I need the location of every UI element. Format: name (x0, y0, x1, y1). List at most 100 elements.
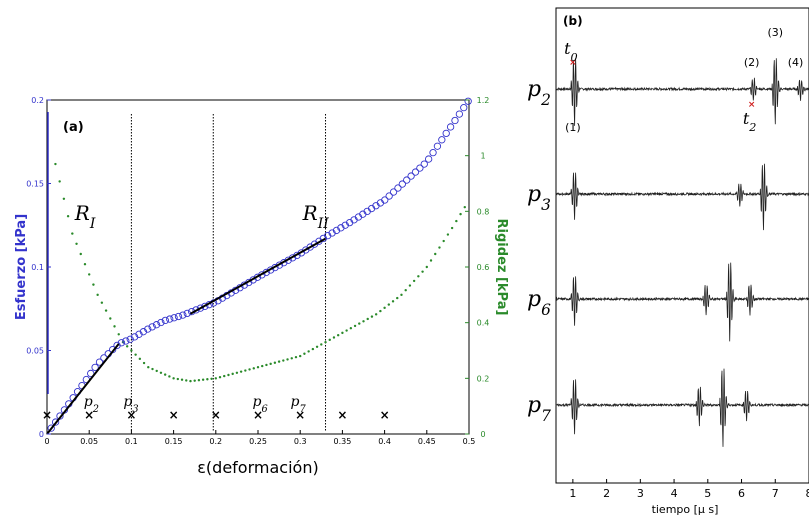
stress-point (464, 97, 472, 105)
stiffness-point (125, 345, 129, 348)
left-y-axis-label: Esfuerzo [kPa] (14, 214, 29, 320)
stiffness-point (62, 197, 66, 201)
right-y-tick-label: 0 (480, 430, 485, 439)
stiffness-point (168, 375, 171, 378)
stiffness-point (142, 361, 146, 365)
sensor-mark: × (380, 408, 390, 422)
stiffness-point (286, 358, 289, 361)
fit-line (189, 237, 327, 315)
stress-point (455, 110, 464, 118)
right-y-tick-label: 0.4 (477, 319, 490, 328)
stiffness-series (54, 162, 466, 383)
event-label: (2) (744, 56, 760, 69)
stiffness-point (459, 212, 462, 216)
stiffness-point (324, 340, 327, 344)
stiffness-point (138, 357, 142, 361)
stiffness-point (231, 372, 234, 376)
stiffness-point (134, 353, 137, 356)
stress-point (407, 172, 415, 180)
stress-point (420, 160, 428, 168)
stress-point (411, 168, 420, 176)
trace-names: p2 p3 p6 p7 (527, 77, 551, 425)
stiffness-point (383, 306, 386, 310)
stiffness-point (320, 343, 323, 346)
right-y-tick-label: 0.2 (477, 374, 490, 383)
stiffness-point (96, 293, 99, 297)
stiffness-point (408, 284, 412, 287)
stiffness-point (79, 252, 82, 256)
stiffness-point (92, 283, 95, 286)
panel-a: (a) × × × × × × × × × 0 0.05 0.1 0.15 0.2 0.25 0.3 0.35… (14, 96, 509, 477)
left-y-ticks: 0 0.05 0.1 0.15 0.2 (26, 96, 51, 439)
stiffness-point (201, 378, 205, 381)
event-label: (4) (788, 56, 804, 69)
b-x-tick-label: 7 (772, 487, 779, 500)
trace-p2 (555, 58, 809, 126)
stiffness-point (58, 180, 61, 183)
stress-point (174, 312, 183, 321)
stiffness-point (412, 279, 416, 283)
left-y-tick-label: 0.2 (31, 96, 44, 105)
event-label: (1) (565, 121, 581, 134)
stiffness-point (193, 379, 196, 382)
stiffness-point (290, 357, 293, 360)
trace-name: p2 (527, 77, 551, 109)
stress-point (433, 142, 442, 150)
stiffness-point (75, 242, 78, 246)
stiffness-point (446, 233, 450, 236)
x-tick-label: 0.25 (249, 437, 267, 446)
sensor-mark: × (42, 408, 52, 422)
x-tick-label: 0.2 (209, 437, 222, 446)
sensor-label: p3 (123, 394, 138, 415)
stiffness-point (358, 322, 361, 325)
stiffness-point (370, 315, 374, 318)
stiffness-point (332, 336, 336, 339)
stress-point (460, 104, 468, 112)
sensor-labels: p2 p3 p6 p7 (84, 394, 307, 415)
stress-point (394, 184, 402, 192)
panel-b-frame (555, 7, 809, 484)
stiffness-point (421, 270, 424, 273)
b-x-tick-label: 6 (738, 487, 745, 500)
sensor-mark: × (84, 408, 94, 422)
stiffness-point (185, 379, 188, 382)
stiffness-point (66, 215, 70, 218)
sensor-label: p6 (253, 394, 268, 415)
stiffness-point (54, 162, 57, 166)
right-y-tick-label: 1 (480, 152, 485, 161)
stress-point (442, 129, 450, 138)
stress-point (438, 136, 446, 144)
sensor-mark: × (337, 408, 347, 422)
time-marker-label: t0 (564, 39, 578, 64)
sensor-marks: × × × × × × × × × (42, 408, 390, 422)
stress-point (47, 424, 55, 432)
stress-point (429, 148, 437, 157)
stress-point (425, 155, 433, 163)
sensor-mark: × (126, 408, 136, 422)
stiffness-point (353, 324, 357, 328)
stiffness-point (362, 320, 365, 323)
event-labels: (1) (2) (3) (4) (565, 26, 803, 134)
b-x-tick-label: 1 (569, 487, 576, 500)
trace-name: p7 (527, 393, 551, 425)
trace-name: p3 (527, 182, 551, 214)
stiffness-point (366, 317, 369, 321)
stiffness-point (248, 368, 251, 371)
stiffness-point (159, 371, 163, 374)
stiffness-point (109, 317, 112, 320)
stiffness-point (434, 252, 437, 256)
stiffness-point (227, 373, 230, 377)
stiffness-point (210, 377, 213, 380)
trace-p7 (555, 368, 809, 447)
stiffness-point (315, 345, 319, 348)
stress-point (126, 335, 134, 343)
stress-point (161, 316, 169, 325)
stiffness-point (88, 273, 91, 276)
stress-point (51, 418, 60, 426)
stress-point (144, 325, 152, 333)
trace-p6 (555, 262, 809, 342)
stiffness-point (189, 379, 192, 383)
panel-b-label: (b) (563, 14, 583, 28)
left-y-tick-label: 0 (39, 430, 44, 439)
left-y-tick-label: 0.15 (26, 180, 44, 189)
